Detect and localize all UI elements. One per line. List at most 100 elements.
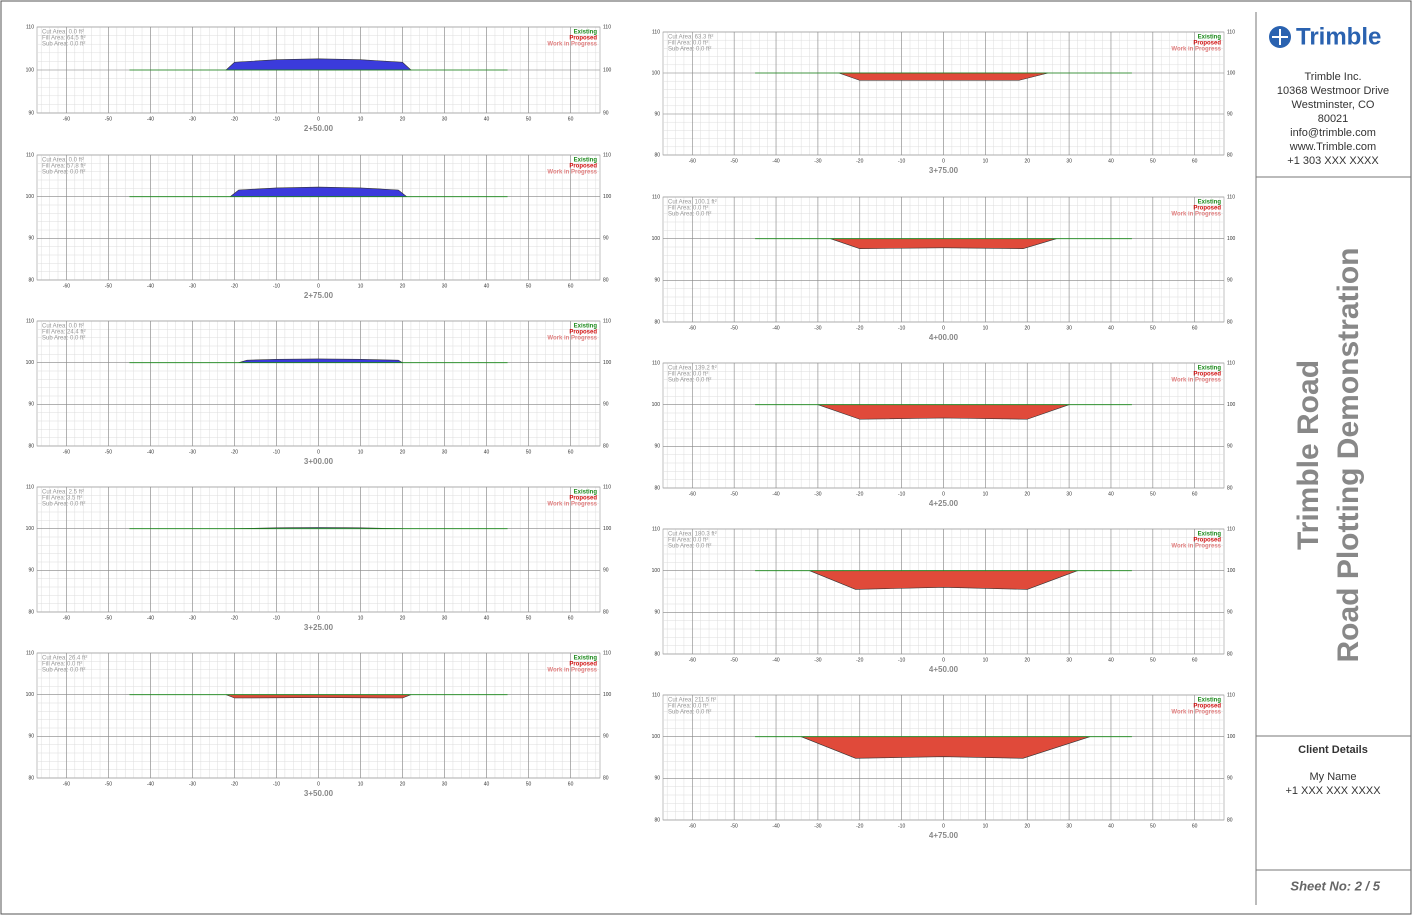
area-label: Cut Area: 63.3 ft² (668, 35, 713, 41)
proposed-section (225, 694, 412, 699)
x-tick-label: 50 (1150, 325, 1156, 331)
y-tick-label: 110 (603, 650, 611, 656)
x-tick-label: -30 (189, 116, 196, 122)
legend-entry: Work in Progress (547, 502, 597, 508)
y-tick-label: 80 (603, 443, 609, 449)
legend-entry: Proposed (569, 330, 597, 336)
x-tick-label: -10 (273, 781, 280, 787)
x-tick-label: 20 (1024, 325, 1030, 331)
y-tick-label: 100 (652, 402, 661, 408)
y-tick-label: 100 (603, 692, 612, 698)
y-tick-label: 110 (26, 152, 34, 158)
y-tick-label: 90 (654, 444, 660, 450)
area-label: Fill Area: 3.5 ft² (42, 496, 82, 502)
y-tick-label: 90 (603, 236, 609, 242)
cross-section: -60 -50 -40 -30 -20 -10 0 10 20 30 40 50 60 80 80 90 90 1… (652, 692, 1236, 840)
y-tick-label: 80 (603, 609, 609, 615)
area-label: Fill Area: 0.0 ft² (42, 662, 82, 668)
x-tick-label: -60 (689, 158, 696, 164)
proposed-section (229, 186, 408, 197)
area-label: Fill Area: 0.0 ft² (668, 538, 708, 544)
station-label: 2+50.00 (304, 124, 334, 133)
x-tick-label: 40 (1108, 325, 1114, 331)
legend-entry: Work in Progress (547, 42, 597, 48)
y-tick-label: 90 (654, 111, 660, 117)
x-tick-label: 60 (1192, 491, 1198, 497)
y-tick-label: 100 (1227, 70, 1236, 76)
proposed-section (817, 404, 1070, 420)
x-tick-label: -40 (147, 116, 154, 122)
x-tick-label: -50 (731, 657, 738, 663)
x-tick-label: -40 (772, 325, 779, 331)
x-tick-label: -30 (189, 283, 196, 289)
cross-section: -60 -50 -40 -30 -20 -10 0 10 20 30 40 50 60 80 80 90 90 1… (652, 360, 1236, 508)
y-tick-label: 110 (603, 24, 611, 30)
x-tick-label: -50 (105, 283, 112, 289)
y-tick-label: 80 (28, 775, 34, 781)
x-tick-label: 0 (317, 781, 320, 787)
y-tick-label: 80 (28, 443, 34, 449)
legend-entry: Existing (1198, 200, 1222, 206)
legend-entry: Work in Progress (1171, 212, 1221, 218)
title-block: Trimble Road Road Plotting Demonstration (1292, 248, 1365, 663)
station-label: 3+75.00 (929, 166, 959, 175)
x-tick-label: -10 (898, 657, 905, 663)
x-tick-label: 60 (568, 781, 574, 787)
x-tick-label: 10 (358, 615, 364, 621)
x-tick-label: -30 (814, 657, 821, 663)
y-tick-label: 90 (1227, 776, 1233, 782)
x-tick-label: -10 (273, 283, 280, 289)
y-tick-label: 80 (654, 485, 660, 491)
y-tick-label: 100 (603, 67, 612, 73)
x-tick-label: -40 (772, 158, 779, 164)
x-tick-label: 40 (1108, 158, 1114, 164)
area-label: Sub Area: 0.0 ft² (668, 378, 711, 384)
x-tick-label: -40 (772, 823, 779, 829)
y-tick-label: 80 (654, 319, 660, 325)
y-tick-label: 80 (1227, 651, 1233, 657)
y-tick-label: 110 (1227, 194, 1235, 200)
x-tick-label: 0 (317, 116, 320, 122)
legend-entry: Work in Progress (547, 336, 597, 342)
x-tick-label: -60 (689, 491, 696, 497)
y-tick-label: 80 (603, 775, 609, 781)
x-tick-label: -40 (772, 491, 779, 497)
y-tick-label: 110 (26, 318, 34, 324)
legend-entry: Proposed (1193, 704, 1221, 710)
x-tick-label: -60 (63, 615, 70, 621)
area-label: Sub Area: 0.0 ft² (668, 544, 711, 550)
y-tick-label: 110 (1227, 692, 1235, 698)
x-tick-label: -10 (898, 491, 905, 497)
y-tick-label: 90 (28, 110, 34, 116)
x-tick-label: 20 (1024, 823, 1030, 829)
x-tick-label: -20 (231, 615, 238, 621)
x-tick-label: 30 (1066, 657, 1072, 663)
legend-entry: Existing (1198, 532, 1222, 538)
x-tick-label: -50 (105, 781, 112, 787)
x-tick-label: -40 (147, 615, 154, 621)
legend-entry: Existing (1198, 35, 1222, 41)
logo: Trimble (1296, 23, 1381, 50)
y-tick-label: 110 (1227, 360, 1235, 366)
legend-entry: Existing (1198, 366, 1222, 372)
y-tick-label: 80 (1227, 152, 1233, 158)
legend-entry: Existing (1198, 698, 1222, 704)
y-tick-label: 80 (1227, 817, 1233, 823)
y-tick-label: 80 (654, 817, 660, 823)
x-tick-label: -20 (856, 657, 863, 663)
cross-section: -60 -50 -40 -30 -20 -10 0 10 20 30 40 50 60 80 80 90 90 1… (652, 194, 1236, 342)
x-tick-label: 60 (568, 449, 574, 455)
y-tick-label: 100 (1227, 402, 1236, 408)
area-label: Sub Area: 0.0 ft² (42, 502, 85, 508)
area-label: Fill Area: 64.5 ft² (42, 36, 86, 42)
cross-section: -60 -50 -40 -30 -20 -10 0 10 20 30 40 50 60 80 80 90 90 1… (26, 152, 612, 300)
x-tick-label: 60 (568, 283, 574, 289)
x-tick-label: 20 (1024, 491, 1030, 497)
y-tick-label: 100 (603, 194, 612, 200)
x-tick-label: -10 (898, 325, 905, 331)
x-tick-label: -30 (814, 325, 821, 331)
x-tick-label: 50 (1150, 657, 1156, 663)
y-tick-label: 100 (652, 236, 661, 242)
legend-entry: Existing (574, 158, 598, 164)
company-line: Westminster, CO (1292, 99, 1375, 111)
